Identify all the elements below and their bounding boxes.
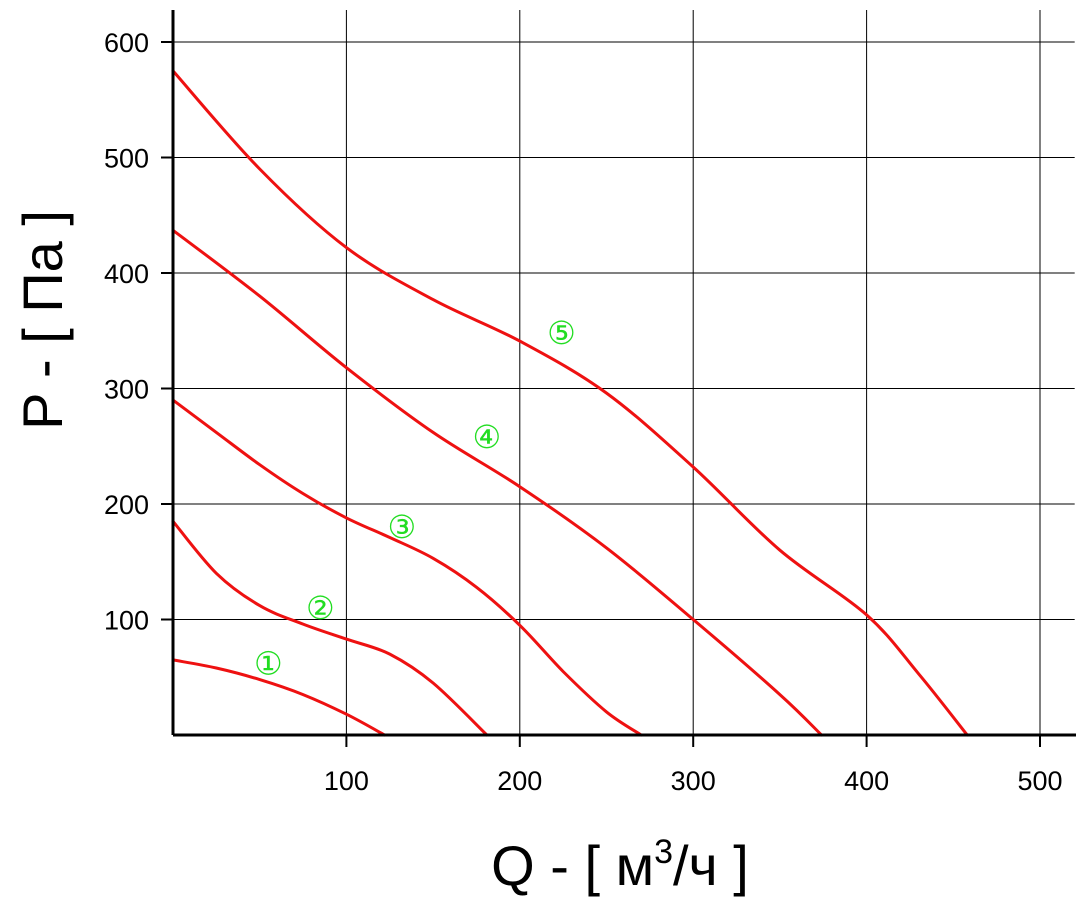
x-tick-label-100: 100	[324, 766, 369, 796]
curves	[171, 69, 969, 737]
y-tick-label-600: 600	[104, 28, 149, 58]
curve-label-5: ⑤	[547, 314, 576, 352]
curve-5	[171, 69, 969, 737]
curve-labels: ①② ③ ④ ⑤	[254, 314, 576, 682]
x-tick-label-300: 300	[671, 766, 716, 796]
y-tick-label-300: 300	[104, 375, 149, 405]
x-tick-label-200: 200	[497, 766, 542, 796]
curve-2	[171, 519, 489, 737]
curve-3	[171, 398, 643, 737]
x-tick-label-500: 500	[1017, 766, 1062, 796]
tick-labels: 100 200 300 400 500 100 200 300 400 500 600	[104, 28, 1063, 796]
y-axis-title: P - [ Па ]	[11, 210, 74, 430]
curve-1	[171, 658, 386, 737]
y-tick-label-400: 400	[104, 259, 149, 289]
curve-label-2: ②	[306, 589, 335, 627]
axes	[171, 10, 1076, 737]
curve-label-3: ③	[388, 508, 417, 546]
y-tick-label-500: 500	[104, 144, 149, 174]
x-tick-label-400: 400	[844, 766, 889, 796]
curve-label-4: ④	[473, 418, 502, 456]
curve-4	[171, 228, 823, 737]
x-axis-title: Q - [ м3/ч ]	[491, 833, 749, 897]
curve-label-1: ①	[254, 644, 283, 682]
y-tick-label-200: 200	[104, 490, 149, 520]
y-tick-label-100: 100	[104, 606, 149, 636]
